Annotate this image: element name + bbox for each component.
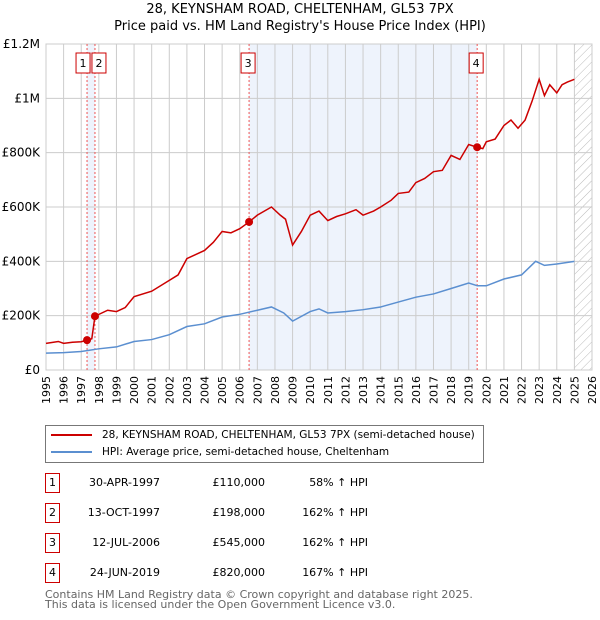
legend-label: 28, KEYNSHAM ROAD, CHELTENHAM, GL53 7PX …	[102, 429, 475, 441]
red-line-swatch	[51, 434, 92, 436]
x-tick-label: 2022	[516, 376, 529, 404]
x-tick-label: 2020	[480, 376, 493, 404]
legend-label: HPI: Average price, semi-detached house,…	[102, 446, 390, 458]
sale-point	[245, 217, 254, 226]
sale-point	[473, 143, 482, 152]
y-tick-label: £0	[25, 363, 40, 377]
x-tick-label: 2025	[568, 376, 581, 404]
x-tick-label: 1998	[93, 376, 106, 404]
sale-row: 3 12-JUL-2006 £545,000 162% ↑ HPI	[0, 533, 500, 553]
x-tick-label: 1996	[58, 376, 71, 404]
y-tick-label: £400K	[2, 254, 42, 268]
sale-number: 2	[45, 503, 60, 523]
chart-subtitle: Price paid vs. HM Land Registry's House …	[114, 19, 486, 34]
footer-line: This data is licensed under the Open Gov…	[45, 598, 396, 611]
sale-date: 13-OCT-1997	[87, 506, 160, 519]
sale-number-label: 1	[80, 57, 87, 70]
sale-price: £198,000	[212, 506, 266, 519]
sale-point	[90, 312, 99, 321]
x-tick-label: 2001	[146, 376, 159, 404]
sale-date: 12-JUL-2006	[92, 536, 160, 549]
x-tick-label: 2003	[181, 376, 194, 404]
x-tick-label: 2023	[533, 376, 546, 404]
x-tick-label: 2018	[445, 376, 458, 404]
sale-number-label: 4	[473, 57, 480, 70]
x-tick-label: 2008	[269, 376, 282, 404]
y-tick-label: £1.2M	[3, 37, 40, 51]
sale-row: 2 13-OCT-1997 £198,000 162% ↑ HPI	[0, 503, 500, 523]
sale-number: 1	[45, 473, 60, 493]
legend: 28, KEYNSHAM ROAD, CHELTENHAM, GL53 7PX …	[45, 425, 484, 463]
x-tick-label: 1995	[40, 376, 53, 404]
x-tick-label: 2013	[357, 376, 370, 404]
x-tick-label: 2005	[216, 376, 229, 404]
x-tick-label: 2002	[163, 376, 176, 404]
series-line	[45, 260, 575, 354]
x-tick-label: 2026	[586, 376, 599, 404]
footer: Contains HM Land Registry data © Crown c…	[45, 588, 473, 611]
x-tick-label: 2014	[375, 376, 388, 404]
x-tick-label: 2024	[551, 376, 564, 404]
sale-hpi-change: 167% ↑ HPI	[302, 566, 368, 579]
x-tick-label: 1997	[75, 376, 88, 404]
sale-date: 24-JUN-2019	[89, 566, 160, 579]
sale-number: 4	[45, 563, 60, 583]
footer-line: Contains HM Land Registry data © Crown c…	[45, 588, 473, 601]
sale-row: 1 30-APR-1997 £110,000 58% ↑ HPI	[0, 473, 500, 493]
x-tick-label: 2010	[304, 376, 317, 404]
y-tick-label: £800K	[2, 146, 42, 160]
sale-hpi-change: 58% ↑ HPI	[309, 476, 368, 489]
legend-item-hpi: HPI: Average price, semi-detached house,…	[46, 444, 389, 460]
x-tick-label: 2021	[498, 376, 511, 404]
sale-row: 4 24-JUN-2019 £820,000 167% ↑ HPI	[0, 563, 500, 583]
sale-price: £820,000	[212, 566, 266, 579]
y-tick-label: £600K	[2, 200, 42, 214]
sale-date: 30-APR-1997	[88, 476, 160, 489]
x-tick-label: 2011	[322, 376, 335, 404]
x-tick-label: 2006	[234, 376, 247, 404]
series-line	[45, 76, 575, 345]
x-tick-label: 2015	[392, 376, 405, 404]
sale-point	[83, 336, 92, 345]
x-tick-label: 2016	[410, 376, 423, 404]
x-tick-label: 2004	[199, 376, 212, 404]
plot-frame	[45, 43, 593, 371]
sale-number-box	[240, 52, 256, 74]
sale-number-label: 3	[245, 57, 252, 70]
y-tick-label: £1M	[14, 91, 40, 105]
sale-hpi-change: 162% ↑ HPI	[302, 506, 368, 519]
x-tick-label: 1999	[110, 376, 123, 404]
x-tick-label: 2000	[128, 376, 141, 404]
sale-price: £110,000	[212, 476, 266, 489]
y-tick-label: £200K	[2, 309, 42, 323]
sale-price: £545,000	[212, 536, 266, 549]
sale-number: 3	[45, 533, 60, 553]
price-chart: 1995 1996 1997 1998 1999 2000 2001 2002 2003 2004…	[2, 37, 599, 404]
x-tick-label: 2019	[463, 376, 476, 404]
x-tick-label: 2009	[287, 376, 300, 404]
sale-number-box	[91, 52, 107, 74]
sale-number-label: 2	[95, 57, 102, 70]
x-tick-label: 2012	[339, 376, 352, 404]
sale-number-box	[75, 52, 91, 74]
chart-title: 28, KEYNSHAM ROAD, CHELTENHAM, GL53 7PX	[146, 2, 454, 17]
sale-number-box	[468, 52, 484, 74]
sale-hpi-change: 162% ↑ HPI	[302, 536, 368, 549]
x-tick-label: 2007	[251, 376, 264, 404]
x-tick-label: 2017	[427, 376, 440, 404]
legend-item-property: 28, KEYNSHAM ROAD, CHELTENHAM, GL53 7PX …	[46, 427, 475, 443]
blue-line-swatch	[51, 451, 92, 453]
